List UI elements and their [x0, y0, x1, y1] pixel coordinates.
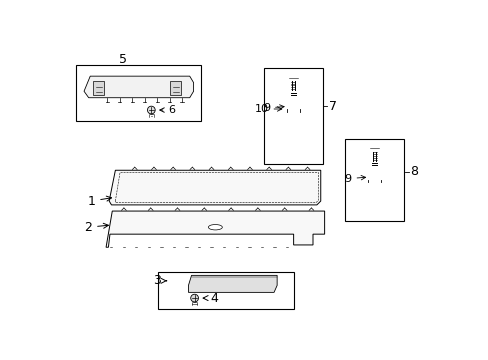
Bar	[93, 81, 104, 95]
Bar	[264, 68, 322, 164]
Polygon shape	[109, 170, 320, 205]
Text: 2: 2	[84, 221, 108, 234]
Ellipse shape	[367, 180, 381, 184]
Ellipse shape	[291, 98, 294, 99]
Bar	[170, 81, 181, 95]
Text: 4: 4	[203, 292, 218, 305]
Polygon shape	[366, 145, 381, 152]
Polygon shape	[106, 211, 324, 247]
Ellipse shape	[370, 172, 378, 175]
Ellipse shape	[367, 176, 381, 183]
Polygon shape	[188, 275, 277, 292]
Ellipse shape	[370, 167, 378, 171]
Ellipse shape	[371, 178, 377, 181]
Ellipse shape	[289, 102, 297, 105]
Ellipse shape	[372, 173, 376, 175]
Text: 6: 6	[160, 105, 175, 115]
Ellipse shape	[289, 97, 297, 100]
Ellipse shape	[372, 168, 376, 170]
Ellipse shape	[286, 106, 299, 112]
Polygon shape	[84, 76, 193, 98]
Text: 8: 8	[409, 165, 417, 178]
Text: 1: 1	[87, 194, 111, 208]
Text: 9: 9	[263, 103, 284, 113]
Text: 5: 5	[118, 53, 126, 66]
Ellipse shape	[290, 108, 295, 110]
Text: 9: 9	[344, 174, 365, 184]
Bar	[76, 66, 201, 121]
Text: 3: 3	[153, 274, 166, 287]
Polygon shape	[285, 74, 300, 81]
Circle shape	[147, 106, 155, 114]
Text: 10: 10	[254, 104, 281, 114]
Text: 7: 7	[328, 100, 336, 113]
Ellipse shape	[208, 225, 222, 230]
Ellipse shape	[286, 110, 299, 113]
Circle shape	[190, 294, 198, 302]
Ellipse shape	[291, 103, 294, 104]
Bar	[345, 139, 403, 221]
Bar	[158, 272, 294, 309]
